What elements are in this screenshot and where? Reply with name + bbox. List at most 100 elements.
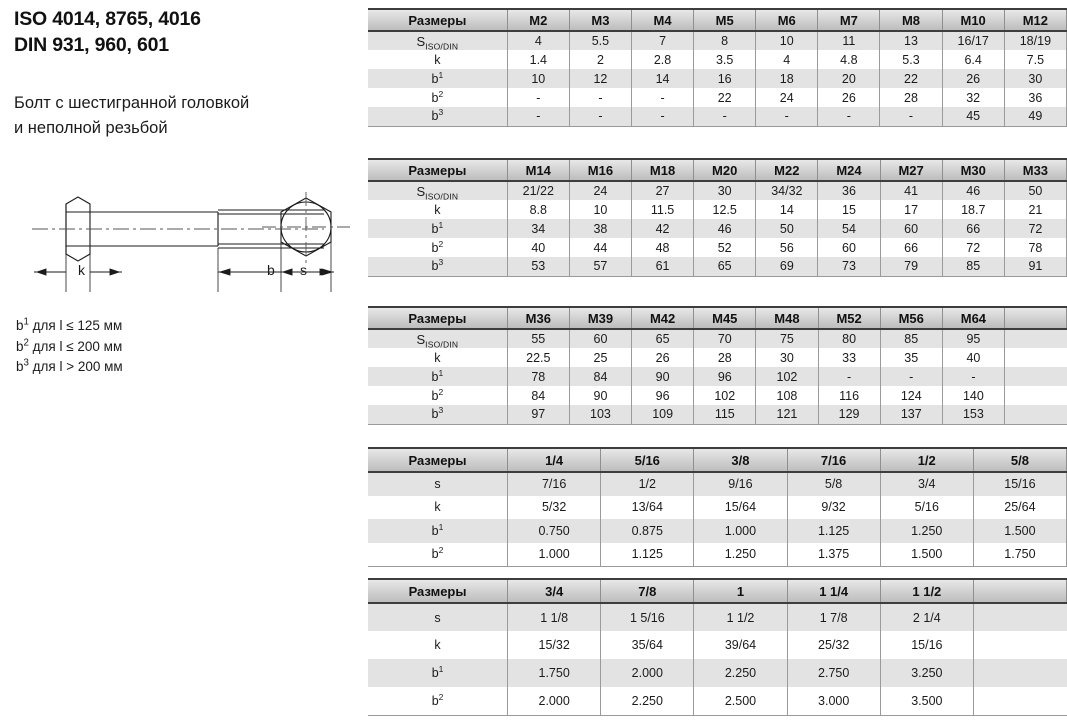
table-cell: 38 (568, 219, 632, 238)
table-cell: 5/8 (786, 472, 881, 496)
table-cell: 9/16 (693, 472, 788, 496)
table-cell: 50 (755, 219, 819, 238)
column-header-dimensions: Размеры (368, 8, 508, 32)
dim-arrow-k-left (35, 268, 47, 276)
table-cell: 24 (755, 88, 819, 107)
table-cell: 5/32 (507, 495, 602, 519)
spec-table-imperial-small: Размеры 1/4 5/16 3/8 7/16 1/2 5/8 s 7/16 1/2 9/16 5… (368, 447, 1067, 567)
table-cell: - (630, 107, 695, 127)
row-label-sisodin: SISO/DIN (368, 329, 508, 348)
table-cell: 1.125 (786, 519, 881, 543)
table-row: b2 2.000 2.250 2.500 3.000 3.500 (368, 687, 1067, 716)
table-cell: 115 (693, 405, 757, 425)
table-cell: 2.8 (630, 50, 695, 69)
row-label-k: k (368, 200, 508, 219)
table-row: k 15/32 35/64 39/64 25/32 15/16 (368, 631, 1067, 659)
row-label-sisodin: SISO/DIN (368, 181, 508, 200)
table-row: b1 34 38 42 46 50 54 60 66 72 (368, 219, 1067, 238)
table-cell: 1.125 (600, 542, 695, 567)
dim-arrow-s-right (319, 268, 331, 276)
table-cell: 41 (879, 181, 943, 200)
table-cell: - (506, 88, 570, 107)
table-cell: 70 (693, 329, 757, 348)
table-cell: 95 (941, 329, 1005, 348)
column-header-size: M20 (693, 158, 757, 182)
table-cell: 129 (817, 405, 881, 425)
column-header-size: M3 (568, 8, 632, 32)
table-cell: 116 (817, 386, 881, 405)
table-cell: 102 (693, 386, 757, 405)
column-header-size: 3/8 (693, 447, 788, 473)
table-cell: 2 (568, 50, 632, 69)
table-cell: - (568, 107, 632, 127)
table-cell: 8.8 (506, 200, 570, 219)
table-cell: 121 (755, 405, 819, 425)
table-cell: 26 (631, 348, 695, 367)
table-cell: 57 (568, 257, 632, 277)
table-cell: 4 (755, 50, 819, 69)
table-row: b2 40 44 48 52 56 60 66 72 78 (368, 238, 1067, 257)
product-description: Болт с шестигранной головкой и неполной … (14, 91, 354, 141)
table-cell: 56 (755, 238, 819, 257)
table-cell: 18 (755, 69, 819, 88)
table-cell: 4.8 (817, 50, 881, 69)
spec-table-metric-large: Размеры M36 M39 M42 M45 M48 M52 M56 M64 SISO/DIN 5… (368, 306, 1067, 425)
column-header-size: 3/4 (507, 578, 602, 604)
table-cell: 72 (1003, 219, 1067, 238)
table-cell: 7 (630, 31, 695, 50)
table-row: SISO/DIN 55 60 65 70 75 80 85 95 (368, 329, 1067, 348)
table-row: k 1.4 2 2.8 3.5 4 4.8 5.3 6.4 7.5 (368, 50, 1067, 69)
column-header-size: M14 (506, 158, 570, 182)
table-cell: 1.750 (507, 659, 602, 687)
table-cell: 5/16 (879, 495, 974, 519)
table-row: k 5/32 13/64 15/64 9/32 5/16 25/64 (368, 495, 1067, 519)
column-header-size: M56 (879, 306, 943, 330)
table-cell: 85 (879, 329, 943, 348)
footnote-b3: b3 для l > 200 мм (16, 357, 123, 374)
table-cell: 153 (941, 405, 1005, 425)
table-cell: 90 (631, 367, 695, 386)
table-cell: 27 (630, 181, 695, 200)
column-header-size: M18 (630, 158, 695, 182)
table-header-row: Размеры M14 M16 M18 M20 M22 M24 M27 M30 M33 (368, 158, 1067, 182)
table-cell: 22 (693, 88, 757, 107)
table-cell: 16/17 (941, 31, 1005, 50)
table-cell: 1.000 (507, 542, 602, 567)
row-label-b1: b1 (368, 219, 508, 238)
table-cell: 72 (941, 238, 1005, 257)
column-header-size: M48 (755, 306, 819, 330)
table-cell: 137 (879, 405, 943, 425)
column-header-size: M16 (568, 158, 632, 182)
table-row: k 22.5 25 26 28 30 33 35 40 (368, 348, 1067, 367)
column-header-size: 1/4 (507, 447, 602, 473)
table-cell: 3.000 (786, 687, 881, 716)
table-cell: 50 (1003, 181, 1067, 200)
table-cell: - (817, 107, 881, 127)
table-row: b3 53 57 61 65 69 73 79 85 91 (368, 257, 1067, 277)
table-cell: 45 (941, 107, 1005, 127)
table-cell (1003, 367, 1067, 386)
table-cell: 18.7 (941, 200, 1005, 219)
table-cell: 60 (817, 238, 881, 257)
table-cell: 10 (568, 200, 632, 219)
table-row: b2 1.000 1.125 1.250 1.375 1.500 1.750 (368, 542, 1067, 567)
column-header-empty (972, 578, 1067, 604)
table-cell: 79 (879, 257, 943, 277)
column-header-size: M5 (693, 8, 757, 32)
table-cell: 60 (879, 219, 943, 238)
table-cell: 36 (1003, 88, 1067, 107)
table-cell: 80 (817, 329, 881, 348)
table-cell: 42 (630, 219, 695, 238)
left-information-panel: ISO 4014, 8765, 4016 DIN 931, 960, 601 Б… (0, 0, 365, 720)
footnote-b1: b1 для l ≤ 125 мм (16, 316, 123, 333)
column-header-size: M24 (817, 158, 881, 182)
table-cell: 66 (941, 219, 1005, 238)
spec-table-metric-small: Размеры M2 M3 M4 M5 M6 M7 M8 M10 M12 SISO/DIN 4 5.5 7… (368, 8, 1067, 127)
table-cell: 2 1/4 (879, 603, 974, 631)
table-cell: 28 (879, 88, 943, 107)
column-header-size: M7 (817, 8, 881, 32)
table-cell: 9/32 (786, 495, 881, 519)
table-cell: - (630, 88, 695, 107)
table-cell: 15/32 (507, 631, 602, 659)
